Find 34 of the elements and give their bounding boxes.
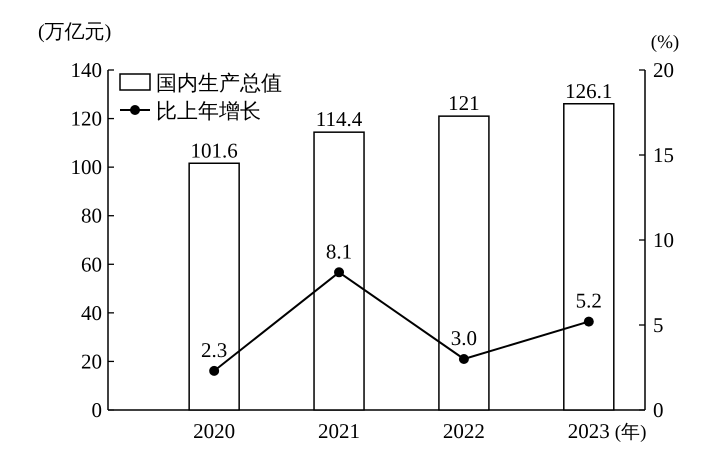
y2-tick-label: 10 bbox=[653, 228, 674, 252]
legend-label: 国内生产总值 bbox=[156, 71, 282, 95]
y2-tick-label: 0 bbox=[653, 398, 664, 422]
y2-axis-title: (%) bbox=[650, 32, 680, 53]
x-tick-label: 2021 bbox=[318, 419, 360, 443]
y-tick-label: 20 bbox=[81, 349, 102, 374]
data-label: 101.6 bbox=[190, 138, 238, 162]
point bbox=[584, 316, 594, 327]
x-tick-label: 2020 bbox=[193, 419, 236, 443]
x-tick-label: 2022 bbox=[442, 419, 485, 443]
y-tick-label: 60 bbox=[81, 252, 102, 276]
point bbox=[458, 354, 469, 364]
x-axis-title: (年) bbox=[614, 422, 646, 443]
point bbox=[209, 366, 220, 376]
y2-tick-label: 5 bbox=[653, 313, 664, 337]
x-tick-label: 2023 bbox=[568, 419, 610, 443]
point bbox=[334, 267, 344, 278]
legend-label: 比上年增长 bbox=[156, 99, 261, 123]
y-tick-label: 40 bbox=[81, 300, 102, 325]
y2-tick-label: 20 bbox=[653, 58, 674, 82]
y-tick-label: 120 bbox=[70, 106, 102, 131]
data-label: 114.4 bbox=[316, 107, 363, 132]
data-label: 3.0 bbox=[450, 326, 478, 350]
data-label: 2.3 bbox=[201, 338, 228, 362]
y-tick-label: 140 bbox=[70, 58, 102, 82]
data-label: 121 bbox=[448, 91, 480, 116]
y-tick-label: 100 bbox=[70, 155, 102, 180]
y2-tick-label: 15 bbox=[653, 143, 674, 167]
y-axis-title: (万亿元) bbox=[38, 21, 112, 43]
data-label: 5.2 bbox=[576, 288, 602, 313]
data-label: 126.1 bbox=[565, 78, 612, 103]
y-tick-label: 0 bbox=[92, 398, 102, 422]
y-tick-label: 80 bbox=[81, 204, 102, 228]
data-label: 8.1 bbox=[326, 239, 352, 264]
